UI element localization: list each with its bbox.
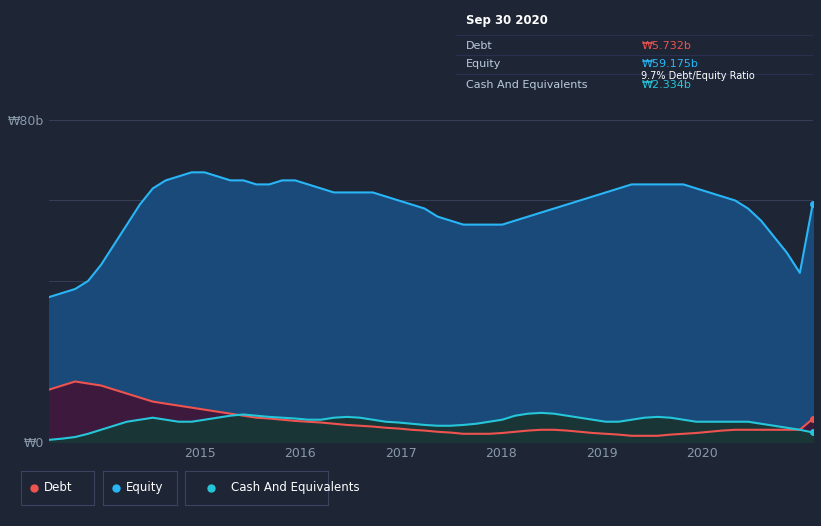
Text: ₩5.732b: ₩5.732b [641, 41, 691, 50]
Text: Equity: Equity [466, 59, 502, 69]
Text: Cash And Equivalents: Cash And Equivalents [466, 80, 588, 90]
Text: ₩59.175b: ₩59.175b [641, 59, 698, 69]
Text: 9.7% Debt/Equity Ratio: 9.7% Debt/Equity Ratio [641, 70, 755, 81]
Text: Equity: Equity [126, 481, 163, 494]
Text: Cash And Equivalents: Cash And Equivalents [231, 481, 360, 494]
Text: ₩2.334b: ₩2.334b [641, 80, 691, 90]
Text: Debt: Debt [44, 481, 73, 494]
Text: Debt: Debt [466, 41, 493, 50]
Text: Sep 30 2020: Sep 30 2020 [466, 14, 548, 27]
